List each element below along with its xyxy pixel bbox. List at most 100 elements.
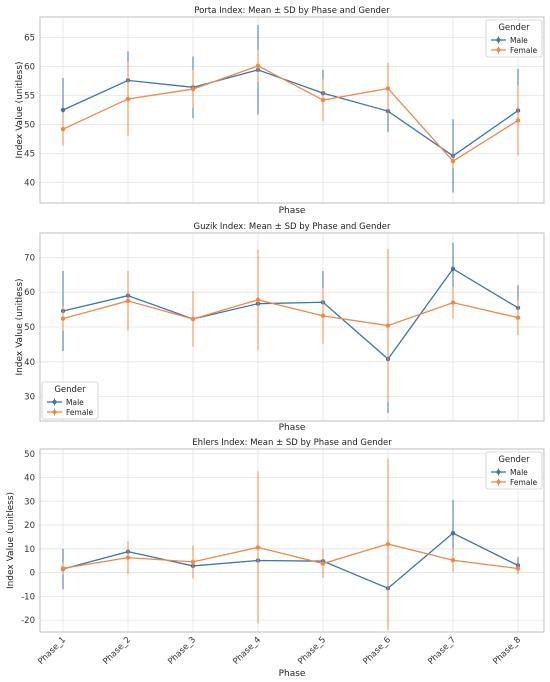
- data-point: [450, 558, 456, 563]
- chart-title: Ehlers Index: Mean ± SD by Phase and Gen…: [192, 438, 392, 448]
- data-point: [320, 313, 326, 319]
- y-tick-label: 50: [24, 121, 35, 131]
- legend-marker: [496, 48, 501, 52]
- series-line: [62, 267, 519, 360]
- y-tick-label: 0: [30, 569, 35, 579]
- series-male: [60, 25, 521, 193]
- data-point: [320, 561, 326, 566]
- legend-marker: [52, 400, 57, 404]
- legend-box: [41, 381, 99, 420]
- legend-label: Female: [510, 46, 538, 55]
- x-tick-label: Phase_2: [101, 635, 133, 667]
- y-tick-label: 40: [24, 179, 35, 189]
- chart-title: Porta Index: Mean ± SD by Phase and Gend…: [194, 6, 390, 16]
- data-point: [515, 566, 521, 571]
- series-line: [62, 299, 519, 327]
- series-male: [60, 499, 521, 603]
- data-point: [125, 555, 131, 560]
- data-point: [255, 297, 261, 303]
- data-point: [255, 545, 261, 550]
- chart-panel-3: -20 -10 0 10 20 30 40 50 Phase_1 Phase_2 Phase_3 Ph…: [6, 438, 545, 679]
- plot-frame: [39, 16, 545, 204]
- plot-frame: [39, 232, 545, 422]
- data-point: [385, 323, 391, 328]
- legend-box: [485, 19, 543, 58]
- data-point: [255, 63, 261, 69]
- chart-title: Guzik Index: Mean ± SD by Phase and Gend…: [194, 222, 391, 232]
- data-point: [515, 315, 521, 320]
- y-tick-label: 20: [24, 521, 35, 531]
- data-point: [450, 158, 456, 164]
- legend-marker: [496, 38, 501, 42]
- legend-title: Gender: [498, 455, 530, 465]
- data-point: [60, 107, 66, 113]
- legend-label: Female: [66, 408, 94, 417]
- legend-title: Gender: [498, 23, 530, 33]
- y-tick-label: 50: [24, 450, 35, 460]
- x-tick-label: Phase_4: [231, 635, 263, 667]
- legend-box: [485, 451, 543, 490]
- y-tick-label: 40: [24, 474, 35, 484]
- legend-marker: [496, 470, 501, 474]
- data-point: [515, 118, 521, 123]
- series-line: [62, 543, 519, 570]
- data-point: [190, 559, 196, 565]
- series-male: [60, 242, 521, 413]
- data-point: [320, 97, 326, 103]
- y-tick-label: 60: [24, 62, 35, 72]
- legend-marker: [52, 410, 57, 414]
- data-point: [450, 530, 456, 536]
- legend-marker: [496, 480, 501, 484]
- y-tick-label: 60: [24, 288, 35, 298]
- legend-label: Male: [510, 468, 528, 477]
- data-point: [190, 316, 196, 322]
- y-tick-label: 10: [24, 545, 35, 555]
- legend-label: Male: [66, 398, 84, 407]
- x-tick-label: Phase_7: [426, 635, 458, 667]
- plot-frame: [39, 448, 545, 633]
- x-tick-label: Phase_5: [296, 635, 328, 667]
- y-tick-label: 65: [24, 33, 35, 43]
- chart-panel-2: 30 40 50 60 70 Guzik Index: Mean ± SD by Phas…: [15, 222, 545, 433]
- y-tick-label: 70: [24, 253, 35, 263]
- y-tick-label: 45: [24, 150, 35, 160]
- legend-label: Male: [510, 36, 528, 45]
- y-tick-label: 30: [24, 393, 35, 403]
- y-tick-label: 55: [24, 91, 35, 101]
- y-tick-label: -10: [21, 592, 35, 602]
- y-tick-label: 30: [24, 497, 35, 507]
- y-axis-label: Index Value (unitless): [6, 492, 16, 589]
- data-point: [450, 300, 456, 305]
- y-axis-label: Index Value (unitless): [15, 278, 25, 375]
- data-point: [190, 86, 196, 92]
- series-line: [62, 532, 519, 590]
- series-female: [60, 249, 521, 403]
- series-female: [60, 458, 521, 630]
- y-tick-label: 50: [24, 323, 35, 333]
- x-axis-label: Phase: [279, 206, 306, 216]
- x-tick-label: Phase_1: [36, 635, 68, 667]
- legend-label: Female: [510, 478, 538, 487]
- data-point: [385, 541, 391, 547]
- x-axis-label: Phase: [279, 669, 306, 679]
- x-tick-label: Phase_6: [361, 635, 393, 667]
- chart-panel-1: 40 45 50 55 60 65 Porta Index: Mean ± SD by Ph…: [15, 6, 545, 216]
- data-point: [60, 126, 66, 132]
- y-tick-label: 40: [24, 358, 35, 368]
- y-tick-label: -20: [21, 616, 35, 626]
- data-point: [60, 316, 66, 321]
- data-point: [125, 96, 131, 102]
- data-point: [125, 298, 131, 304]
- data-point: [450, 266, 456, 272]
- series-female: [60, 49, 521, 169]
- x-axis-label: Phase: [279, 423, 306, 433]
- series-line: [62, 65, 519, 162]
- y-axis-label: Index Value (unitless): [15, 61, 25, 158]
- x-tick-label: Phase_3: [166, 635, 198, 667]
- data-point: [60, 566, 66, 571]
- legend-title: Gender: [54, 385, 86, 395]
